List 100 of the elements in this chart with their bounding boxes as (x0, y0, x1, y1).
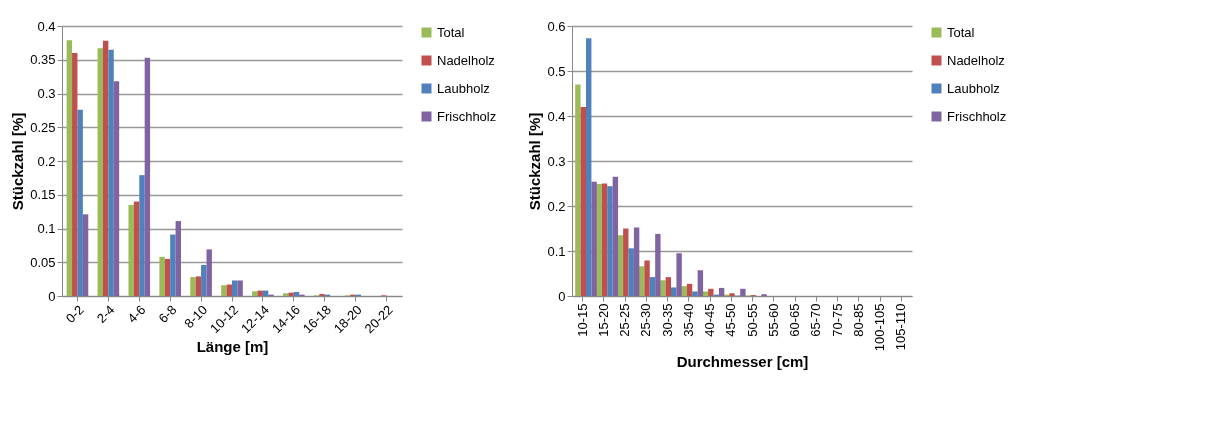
bar (633, 227, 640, 296)
x-tick-label: 25-25 (617, 303, 633, 337)
bar (102, 40, 109, 296)
bar (144, 57, 151, 296)
y-tick-label: 0.25 (30, 119, 56, 135)
x-tick-label: 70-75 (829, 303, 845, 337)
bar (319, 293, 325, 296)
bar (252, 291, 258, 296)
y-tick-label: 0.6 (547, 18, 566, 34)
x-tick-label: 100-105 (872, 303, 888, 352)
bar (293, 291, 300, 296)
bar (708, 288, 714, 296)
bar (676, 253, 682, 296)
bar (692, 291, 698, 296)
y-tick-label: 0.4 (547, 108, 566, 124)
y-tick-label: 0.3 (37, 86, 56, 101)
x-tick-label: 50-55 (744, 303, 760, 337)
bar (139, 175, 145, 296)
bar (195, 276, 202, 296)
bar (175, 221, 181, 296)
bar (82, 214, 89, 296)
y-tick-label: 0.05 (30, 254, 56, 270)
x-tick-label: 0-2 (62, 302, 87, 326)
legend-label: Total (947, 24, 975, 40)
x-tick-label: 30-35 (659, 303, 675, 337)
bar (718, 287, 725, 296)
bar (644, 260, 650, 296)
bar (623, 228, 629, 296)
x-tick-label: 25-30 (638, 303, 654, 337)
bar (283, 293, 289, 296)
bar (649, 277, 656, 296)
bar (97, 48, 103, 296)
y-tick-label: 0.5 (547, 63, 566, 79)
bar (671, 287, 677, 296)
bar (170, 234, 176, 296)
legend-label: Laubholz (947, 80, 1000, 96)
x-tick-label: 8-10 (181, 302, 211, 332)
x-tick-label: 40-45 (702, 303, 718, 337)
x-axis-title: Länge [m] (196, 338, 269, 356)
bar (128, 204, 134, 296)
bar (288, 292, 294, 296)
bar (201, 264, 207, 296)
bar (591, 181, 597, 296)
legend-label: Nadelholz (437, 52, 495, 68)
bar (638, 266, 645, 296)
x-tick-label: 45-50 (723, 303, 739, 337)
bar (580, 107, 587, 296)
bar (221, 285, 227, 296)
legend-label: Frischholz (437, 108, 497, 124)
x-tick-label: 2-4 (93, 302, 118, 326)
y-tick-label: 0.35 (30, 52, 56, 68)
bar (655, 233, 661, 296)
x-tick-label: 55-60 (765, 303, 781, 337)
bar (237, 280, 243, 296)
x-tick-label: 65-70 (808, 303, 824, 337)
bar (628, 248, 634, 296)
x-axis-title: Durchmesser [cm] (676, 353, 809, 371)
x-tick-label: 10-15 (574, 303, 590, 337)
bar (159, 256, 165, 296)
bar (740, 288, 746, 296)
y-tick-label: 0 (48, 288, 56, 304)
bar (729, 293, 735, 296)
x-tick-label: 4-6 (124, 302, 149, 326)
bar (596, 183, 602, 296)
bar (665, 277, 672, 296)
y-tick-label: 0.1 (547, 243, 566, 259)
bar (77, 109, 83, 296)
bar (697, 270, 704, 296)
bar (586, 38, 592, 296)
bar (686, 283, 693, 296)
legend-label: Total (437, 24, 465, 40)
y-tick-label: 0.3 (547, 153, 566, 169)
bar (66, 40, 73, 296)
x-tick-label: 60-65 (787, 303, 803, 337)
bar (575, 84, 581, 296)
legend-label: Nadelholz (947, 52, 1005, 68)
x-tick-label: 15-20 (595, 303, 611, 337)
bar (113, 81, 120, 296)
x-tick-label: 6-8 (155, 302, 180, 326)
y-tick-label: 0.1 (37, 221, 56, 236)
bar (72, 53, 78, 296)
bar (232, 280, 238, 296)
bar (133, 201, 140, 296)
bar (607, 186, 613, 296)
x-tick-label: 35-40 (680, 303, 696, 337)
x-tick-label: 105-110 (893, 303, 909, 351)
y-tick-label: 0.15 (30, 187, 56, 203)
bar (612, 176, 619, 296)
bar (108, 49, 114, 296)
y-tick-label: 0 (558, 288, 566, 304)
y-tick-label: 0.2 (37, 153, 56, 169)
bar (164, 258, 171, 296)
y-tick-label: 0.2 (547, 198, 566, 214)
legend-label: Laubholz (437, 80, 490, 96)
y-tick-label: 0.4 (37, 18, 56, 34)
y-axis-title: Stückzahl [%] (526, 112, 544, 211)
legend-label: Frischholz (947, 108, 1007, 124)
y-axis-title: Stückzahl [%] (9, 112, 27, 211)
bar (617, 235, 624, 296)
bar (660, 280, 666, 296)
